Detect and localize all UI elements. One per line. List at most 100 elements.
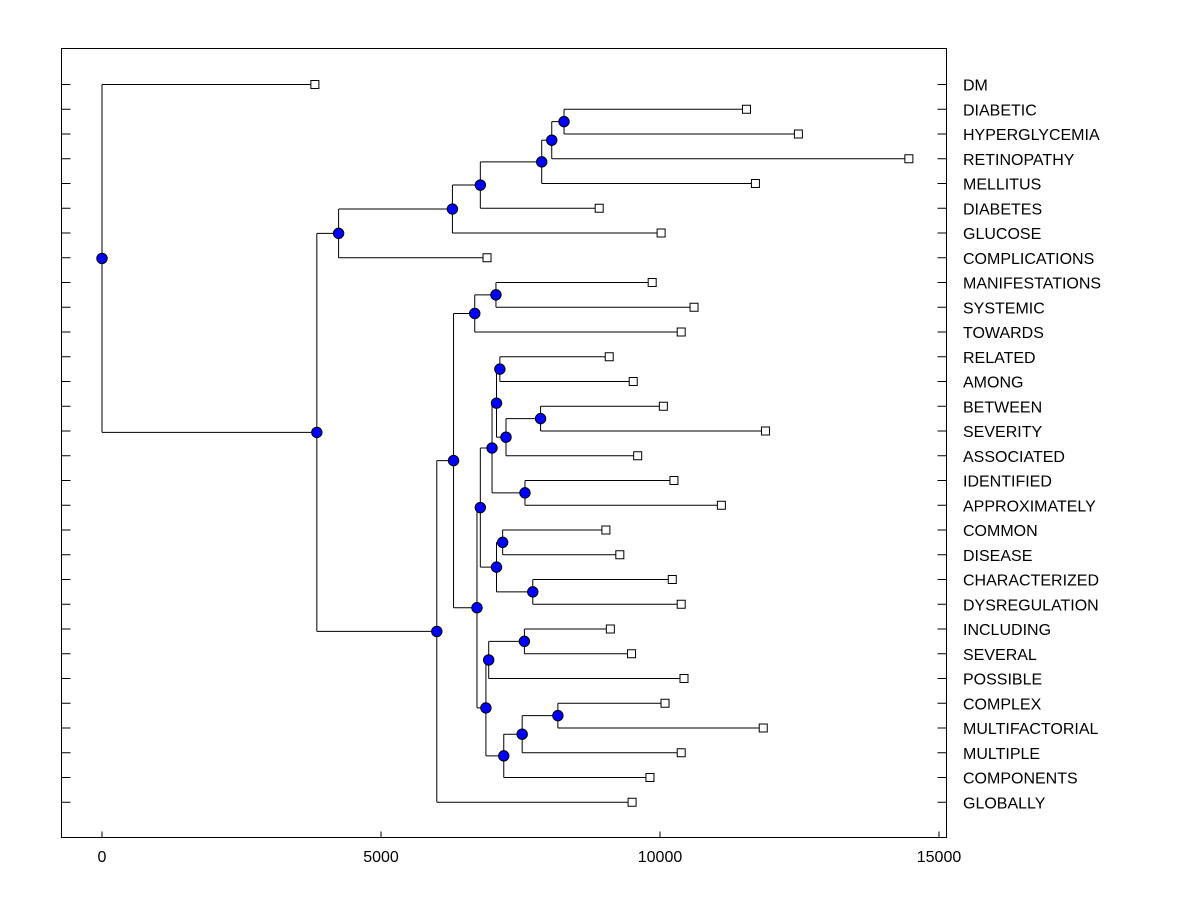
leaf-label: GLOBALLY xyxy=(963,795,1046,812)
leaf-marker xyxy=(758,723,768,733)
leaf-marker xyxy=(633,451,643,461)
leaf-marker xyxy=(482,253,492,263)
merge-node xyxy=(518,635,531,648)
merge-node xyxy=(480,702,492,714)
leaf-marker xyxy=(658,401,668,411)
merge-node xyxy=(516,728,528,740)
leaf-marker xyxy=(669,476,679,485)
leaf-marker xyxy=(676,748,686,758)
merge-nodes xyxy=(96,115,570,762)
leaf-marker xyxy=(741,104,751,114)
merge-node xyxy=(546,134,558,146)
leaf-marker xyxy=(750,179,760,188)
leaf-marker xyxy=(660,698,670,708)
leaf-labels: DM DIABETIC HYPERGLYCEMIA RETINOPATHY MELLIT… xyxy=(963,78,1101,813)
merge-node xyxy=(486,442,498,454)
y-tick-marks xyxy=(61,84,947,803)
merge-node xyxy=(490,289,502,301)
merge-node xyxy=(469,307,481,320)
leaf-label: COMPLICATIONS xyxy=(963,251,1094,268)
leaf-marker xyxy=(645,773,655,782)
merge-node xyxy=(527,586,539,598)
merge-node xyxy=(500,431,512,443)
merge-node xyxy=(474,501,487,514)
leaf-label: SEVERAL xyxy=(963,647,1037,664)
leaf-label: BETWEEN xyxy=(963,399,1042,416)
merge-node xyxy=(490,397,503,409)
merge-node xyxy=(536,156,548,168)
merge-node xyxy=(498,750,510,762)
leaf-marker xyxy=(667,575,677,584)
leaf-marker xyxy=(793,129,803,139)
leaf-label: CHARACTERIZED xyxy=(963,573,1099,590)
leaf-label: HYPERGLYCEMIA xyxy=(963,127,1100,144)
leaf-marker xyxy=(679,674,689,683)
leaf-marker xyxy=(615,550,625,560)
leaf-markers xyxy=(310,80,914,807)
leaf-label: SYSTEMIC xyxy=(963,300,1045,317)
leaf-marker xyxy=(676,327,686,337)
leaf-label: MULTIFACTORIAL xyxy=(963,721,1099,738)
merge-node xyxy=(96,252,108,265)
x-axis: 0 5000 10000 15000 xyxy=(98,831,962,866)
merge-node xyxy=(447,454,460,467)
leaf-marker xyxy=(647,278,657,287)
x-tick-label: 15000 xyxy=(917,849,962,866)
merge-node xyxy=(471,602,483,614)
merge-node xyxy=(311,426,323,439)
leaf-label: TOWARDS xyxy=(963,325,1044,342)
merge-node xyxy=(431,625,443,638)
leaf-label: DIABETES xyxy=(963,201,1042,218)
leaf-label: COMPLEX xyxy=(963,696,1042,713)
merge-node xyxy=(534,412,547,425)
leaf-label: RETINOPATHY xyxy=(963,152,1075,169)
leaf-marker xyxy=(605,624,615,634)
leaf-label: MULTIPLE xyxy=(963,746,1040,763)
leaf-label: MELLITUS xyxy=(963,177,1041,194)
leaf-label: COMMON xyxy=(963,523,1038,540)
merge-node xyxy=(558,115,570,128)
leaf-label: DIABETIC xyxy=(963,102,1037,119)
merge-node xyxy=(494,363,506,375)
leaf-label: ASSOCIATED xyxy=(963,449,1065,466)
leaf-marker xyxy=(604,352,614,362)
leaf-label: DYSREGULATION xyxy=(963,597,1099,614)
x-tick-label: 5000 xyxy=(363,849,399,866)
leaf-label: AMONG xyxy=(963,375,1023,392)
leaf-marker xyxy=(689,302,699,312)
plot-frame xyxy=(61,48,947,838)
leaf-marker xyxy=(601,525,611,535)
merge-node xyxy=(482,654,495,666)
leaf-marker xyxy=(676,599,686,609)
leaf-marker xyxy=(904,154,914,164)
merge-node xyxy=(552,709,564,722)
x-tick-label: 0 xyxy=(98,849,107,866)
merge-node xyxy=(446,203,459,215)
leaf-label: MANIFESTATIONS xyxy=(963,276,1101,293)
leaf-marker xyxy=(310,80,320,89)
leaf-label: POSSIBLE xyxy=(963,672,1042,689)
leaf-marker xyxy=(627,797,637,807)
leaf-marker xyxy=(716,500,726,510)
leaf-label: COMPONENTS xyxy=(963,771,1078,788)
leaf-marker xyxy=(760,426,770,436)
leaf-marker xyxy=(656,228,666,238)
leaf-marker xyxy=(594,203,604,213)
merge-node xyxy=(519,487,531,499)
merge-node xyxy=(490,561,503,573)
leaf-label: DISEASE xyxy=(963,548,1032,565)
leaf-label: GLUCOSE xyxy=(963,226,1041,243)
leaf-label: DM xyxy=(963,78,988,95)
leaf-marker xyxy=(627,649,637,659)
leaf-label: APPROXIMATELY xyxy=(963,498,1096,515)
leaf-label: SEVERITY xyxy=(963,424,1042,441)
merge-node xyxy=(332,227,345,240)
dendrogram-links xyxy=(101,84,909,803)
leaf-label: IDENTIFIED xyxy=(963,474,1052,491)
merge-node xyxy=(474,179,487,191)
x-tick-label: 10000 xyxy=(638,849,683,866)
merge-node xyxy=(496,536,509,549)
leaf-marker xyxy=(628,377,638,386)
leaf-label: INCLUDING xyxy=(963,622,1051,639)
